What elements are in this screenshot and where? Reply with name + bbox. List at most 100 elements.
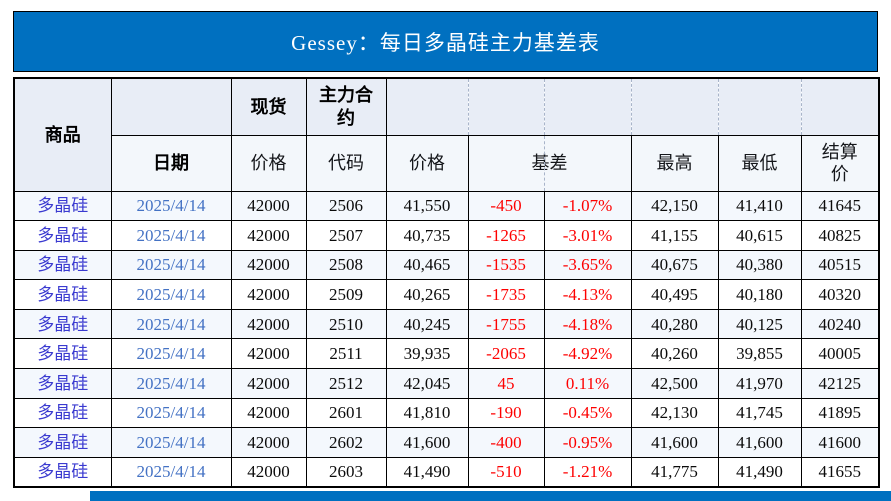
header-merged-blank-4	[630, 77, 719, 136]
page-title: Gessey：每日多晶硅主力基差表	[291, 30, 600, 55]
cell-commodity: 多晶硅	[13, 456, 112, 488]
cell-high: 41,600	[630, 427, 719, 458]
cell-code: 2603	[305, 456, 387, 488]
cell-spot-price: 42000	[230, 249, 307, 281]
cell-spot-price: 42000	[230, 427, 307, 458]
table-row: 多晶硅 2025/4/14 42000 2510 40,245 -1755 -4.18% 40…	[13, 308, 880, 340]
cell-basis-pct: -0.45%	[543, 397, 632, 429]
cell-low: 40,380	[717, 249, 802, 281]
cell-basis-pct: -4.18%	[543, 308, 632, 340]
cell-spot-price: 42000	[230, 397, 307, 429]
cell-commodity: 多晶硅	[13, 368, 112, 399]
col-header-price: 价格	[385, 134, 469, 192]
cell-settle: 42125	[800, 368, 880, 399]
col-header-settle: 结算价	[800, 134, 880, 192]
col-header-commodity: 商品	[13, 77, 112, 192]
cell-code: 2508	[305, 249, 387, 281]
cell-high: 41,775	[630, 456, 719, 488]
cell-high: 40,260	[630, 338, 719, 370]
cell-date: 2025/4/14	[110, 338, 232, 370]
header-merged-blank-6	[800, 77, 880, 136]
cell-basis: -450	[467, 190, 545, 222]
cell-high: 41,155	[630, 220, 719, 251]
col-header-code: 代码	[305, 134, 387, 192]
cell-commodity: 多晶硅	[13, 279, 112, 310]
table-row: 多晶硅 2025/4/14 42000 2601 41,810 -190 -0.45% 42,…	[13, 397, 880, 429]
table-row: 多晶硅 2025/4/14 42000 2509 40,265 -1735 -4.13% 40…	[13, 279, 880, 310]
header-row-1: 商品 现货 主力合约	[13, 77, 880, 192]
cell-spot-price: 42000	[230, 308, 307, 340]
cell-basis-pct: 0.11%	[543, 368, 632, 399]
cell-basis-pct: -1.07%	[543, 190, 632, 222]
cell-price: 40,465	[385, 249, 469, 281]
cell-low: 41,490	[717, 456, 802, 488]
cell-low: 41,410	[717, 190, 802, 222]
cell-price: 40,735	[385, 220, 469, 251]
cell-commodity: 多晶硅	[13, 249, 112, 281]
cell-date: 2025/4/14	[110, 279, 232, 310]
cell-low: 41,600	[717, 427, 802, 458]
cell-basis-pct: -0.95%	[543, 427, 632, 458]
cell-price: 41,550	[385, 190, 469, 222]
cell-price: 42,045	[385, 368, 469, 399]
cell-basis-pct: -3.01%	[543, 220, 632, 251]
cell-settle: 40320	[800, 279, 880, 310]
cell-basis-pct: -4.92%	[543, 338, 632, 370]
table-row: 多晶硅 2025/4/14 42000 2512 42,045 45 0.11% 42,500…	[13, 368, 880, 399]
col-header-basis: 基差	[467, 134, 632, 192]
header-empty-cell	[110, 77, 232, 136]
cell-basis: -1535	[467, 249, 545, 281]
basis-table: 商品 现货 主力合约 日期 价格 代码 价格 基差 最高 最低 结算价 多晶硅 2…	[13, 77, 880, 488]
cell-price: 41,490	[385, 456, 469, 488]
cell-high: 42,150	[630, 190, 719, 222]
col-header-date: 日期	[110, 134, 232, 192]
cell-high: 40,280	[630, 308, 719, 340]
cell-settle: 41645	[800, 190, 880, 222]
cell-price: 40,245	[385, 308, 469, 340]
header-merged-blank-2	[467, 77, 545, 136]
table-title-bar: Gessey：每日多晶硅主力基差表	[13, 11, 878, 72]
table-row: 多晶硅 2025/4/14 42000 2507 40,735 -1265 -3.01% 41…	[13, 220, 880, 251]
table-row: 多晶硅 2025/4/14 42000 2508 40,465 -1535 -3.65% 40…	[13, 249, 880, 281]
cell-high: 42,130	[630, 397, 719, 429]
cell-commodity: 多晶硅	[13, 427, 112, 458]
cell-commodity: 多晶硅	[13, 338, 112, 370]
cell-settle: 40825	[800, 220, 880, 251]
cell-code: 2601	[305, 397, 387, 429]
cell-spot-price: 42000	[230, 456, 307, 488]
header-merged-blank-5	[717, 77, 802, 136]
cell-price: 41,600	[385, 427, 469, 458]
cell-basis: -1735	[467, 279, 545, 310]
cell-high: 40,495	[630, 279, 719, 310]
cell-commodity: 多晶硅	[13, 190, 112, 222]
cell-commodity: 多晶硅	[13, 397, 112, 429]
cell-date: 2025/4/14	[110, 190, 232, 222]
cell-settle: 41895	[800, 397, 880, 429]
cell-date: 2025/4/14	[110, 308, 232, 340]
cell-settle: 41600	[800, 427, 880, 458]
cell-basis: -510	[467, 456, 545, 488]
cell-spot-price: 42000	[230, 368, 307, 399]
table-body: 多晶硅 2025/4/14 42000 2506 41,550 -450 -1.07% 42,…	[13, 190, 880, 488]
cell-price: 39,935	[385, 338, 469, 370]
cell-code: 2506	[305, 190, 387, 222]
table-header: 商品 现货 主力合约 日期 价格 代码 价格 基差 最高 最低 结算价	[13, 77, 880, 192]
header-merged-blank-1	[385, 77, 469, 136]
header-merged-blank-3	[543, 77, 632, 136]
col-header-high: 最高	[630, 134, 719, 192]
cell-high: 42,500	[630, 368, 719, 399]
col-header-main-contract: 主力合约	[305, 77, 387, 136]
cell-commodity: 多晶硅	[13, 220, 112, 251]
cell-price: 40,265	[385, 279, 469, 310]
cell-settle: 41655	[800, 456, 880, 488]
cell-settle: 40240	[800, 308, 880, 340]
cell-spot-price: 42000	[230, 220, 307, 251]
cell-commodity: 多晶硅	[13, 308, 112, 340]
cell-settle: 40515	[800, 249, 880, 281]
cell-code: 2511	[305, 338, 387, 370]
cell-basis-pct: -4.13%	[543, 279, 632, 310]
cell-low: 39,855	[717, 338, 802, 370]
cell-basis: -1265	[467, 220, 545, 251]
cell-code: 2509	[305, 279, 387, 310]
cell-basis: -2065	[467, 338, 545, 370]
